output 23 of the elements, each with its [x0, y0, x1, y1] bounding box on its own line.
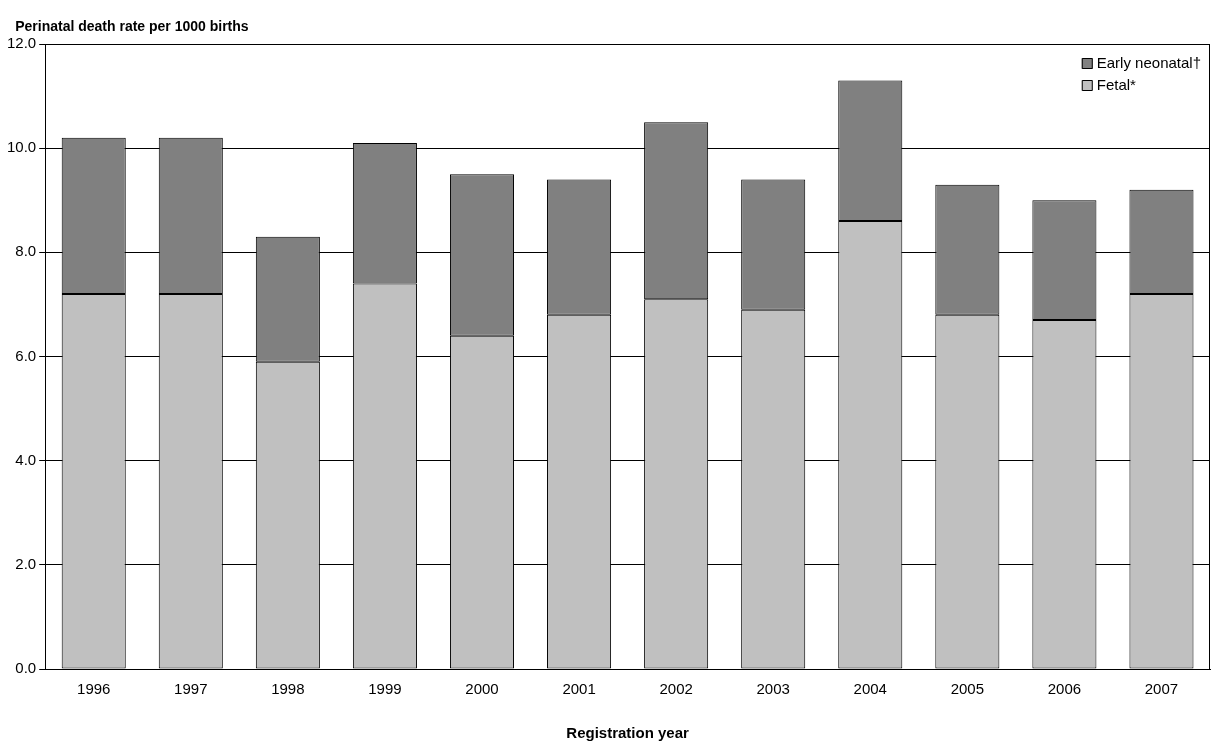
legend-label: Early neonatal† [1096, 54, 1202, 72]
y-tick-label: 2.0 [15, 554, 37, 572]
y-tick-label: 8.0 [15, 242, 37, 260]
y-axis-title: Perinatal death rate per 1000 births [15, 17, 249, 34]
x-tick-label: 2007 [1144, 680, 1179, 698]
x-tick-label: 1997 [174, 680, 208, 698]
x-tick-label: 2006 [1047, 680, 1082, 698]
y-tick-label: 6.0 [15, 346, 37, 364]
y-tick-label: 0.0 [15, 659, 37, 677]
x-tick-label: 2000 [465, 680, 499, 698]
x-tick-label: 2002 [659, 680, 693, 698]
x-tick-label: 2001 [562, 680, 596, 698]
x-tick-label: 2004 [853, 680, 887, 698]
y-tick-label: 12.0 [6, 34, 37, 52]
x-tick-label: 1996 [77, 680, 111, 698]
x-tick-label: 2003 [756, 680, 790, 698]
x-tick-label: 1998 [271, 680, 305, 698]
y-tick-label: 10.0 [6, 138, 37, 156]
x-tick-label: 1999 [368, 680, 402, 698]
legend-label: Fetal* [1096, 76, 1137, 94]
y-tick-label: 4.0 [15, 450, 37, 468]
x-axis-title: Registration year [566, 724, 690, 742]
x-tick-label: 2005 [950, 680, 985, 698]
